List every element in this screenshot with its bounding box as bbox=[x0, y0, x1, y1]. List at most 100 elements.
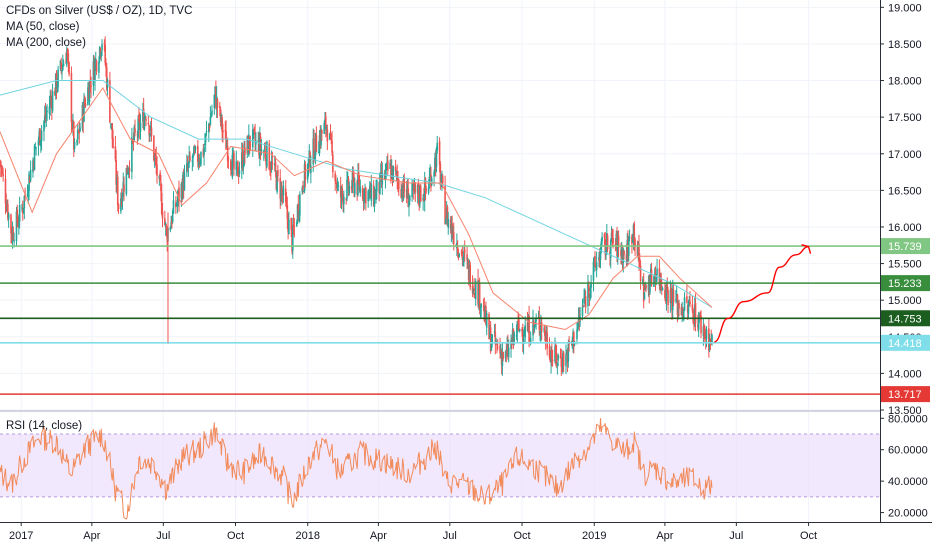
candle-body bbox=[139, 122, 142, 132]
candle-body bbox=[33, 145, 36, 171]
candle-body bbox=[127, 172, 129, 174]
candle-body bbox=[128, 168, 131, 171]
candle-body bbox=[666, 284, 669, 290]
candle-body bbox=[609, 240, 612, 259]
price-tick-label: 18.000 bbox=[888, 76, 922, 88]
rsi-legend-box: RSI (14, close) bbox=[6, 418, 82, 434]
candle-body bbox=[704, 332, 706, 334]
candle-body bbox=[276, 171, 278, 192]
rsi-line bbox=[0, 418, 713, 520]
time-tick-label: Oct bbox=[800, 530, 817, 542]
rsi-tick-label: 60.0000 bbox=[888, 445, 928, 457]
candle-body bbox=[363, 189, 366, 203]
candle-body bbox=[229, 160, 232, 171]
candle-body bbox=[622, 248, 625, 263]
candle-body bbox=[347, 179, 350, 191]
candle-body bbox=[238, 169, 241, 175]
candle-body bbox=[430, 178, 433, 185]
candle-body bbox=[79, 127, 81, 132]
candle-body bbox=[551, 350, 553, 359]
price-tag-14-418 bbox=[881, 334, 930, 351]
candle-body bbox=[458, 253, 461, 257]
candle-body bbox=[208, 124, 211, 128]
candle-body bbox=[12, 231, 15, 240]
candle-body bbox=[444, 184, 446, 225]
projection-curve bbox=[714, 246, 809, 343]
candle-body bbox=[225, 130, 227, 150]
candle-body bbox=[478, 283, 481, 310]
candle-body bbox=[686, 296, 688, 303]
candle-body bbox=[328, 133, 331, 140]
candle-body bbox=[534, 321, 537, 324]
candle-body bbox=[617, 236, 620, 248]
candle-body bbox=[643, 292, 646, 300]
candle-body bbox=[134, 128, 136, 133]
candle-body bbox=[678, 303, 680, 309]
candle-body bbox=[682, 310, 685, 320]
candle-body bbox=[655, 277, 658, 283]
candle-body bbox=[150, 127, 153, 136]
time-tick-label: Apr bbox=[656, 530, 673, 542]
candle-body bbox=[111, 123, 114, 140]
ma200-line bbox=[0, 80, 713, 308]
candle-body bbox=[155, 156, 158, 167]
candle-body bbox=[611, 230, 614, 238]
candle-body bbox=[462, 257, 464, 260]
price-tick-label: 17.000 bbox=[888, 149, 922, 161]
candle-body bbox=[137, 118, 139, 138]
candle-body bbox=[170, 222, 172, 229]
candle-body bbox=[661, 288, 664, 291]
candle-body bbox=[617, 237, 619, 259]
candle-body bbox=[694, 302, 697, 324]
candle-body bbox=[705, 329, 708, 340]
candle-body bbox=[582, 305, 585, 307]
time-tick-label: Jul bbox=[443, 530, 457, 542]
candle-body bbox=[638, 258, 641, 264]
candle-body bbox=[39, 128, 41, 146]
candle-body bbox=[249, 144, 252, 146]
candle-body bbox=[105, 67, 108, 89]
candle-body bbox=[522, 338, 525, 345]
candle-body bbox=[233, 153, 235, 170]
time-tick-label: Apr bbox=[83, 530, 100, 542]
candle-body bbox=[529, 338, 532, 342]
candle-body bbox=[368, 190, 370, 194]
candle-body bbox=[697, 319, 700, 330]
candle-body bbox=[4, 178, 7, 204]
candle-body bbox=[518, 319, 520, 330]
price-tag-label: 13.717 bbox=[888, 389, 922, 401]
candle-body bbox=[306, 164, 309, 180]
candle-body bbox=[303, 191, 305, 193]
main-legend: CFDs on Silver (US$ / OZ), 1D, TVC MA (5… bbox=[6, 3, 192, 51]
candle-body bbox=[664, 290, 666, 298]
candle-body bbox=[43, 115, 46, 122]
candle-body bbox=[169, 227, 172, 231]
candle-body bbox=[164, 223, 167, 227]
candle-body bbox=[187, 162, 190, 169]
candle-body bbox=[373, 191, 376, 207]
rsi-legend: RSI (14, close) bbox=[6, 420, 83, 432]
candle-body bbox=[40, 139, 42, 147]
price-tag-15-233 bbox=[881, 275, 930, 292]
candle-body bbox=[436, 142, 439, 151]
candle-body bbox=[424, 178, 427, 191]
candle-body bbox=[628, 237, 631, 239]
candle-body bbox=[452, 232, 455, 245]
candle-body bbox=[304, 164, 307, 181]
candle-body bbox=[538, 317, 541, 330]
candle-body bbox=[154, 152, 157, 159]
pane-separator bbox=[0, 410, 932, 412]
candle-body bbox=[346, 176, 349, 179]
candle-body bbox=[650, 269, 653, 286]
candle-body bbox=[318, 135, 321, 154]
candle-body bbox=[1, 171, 4, 173]
candle-body bbox=[331, 140, 333, 153]
candle-body bbox=[205, 130, 208, 133]
candle-body bbox=[295, 222, 298, 226]
candle-body bbox=[708, 340, 711, 350]
candle-body bbox=[22, 207, 25, 211]
candle-body bbox=[501, 354, 504, 367]
candle-body bbox=[499, 345, 501, 354]
candle-body bbox=[581, 306, 584, 317]
candle-body bbox=[584, 296, 587, 308]
